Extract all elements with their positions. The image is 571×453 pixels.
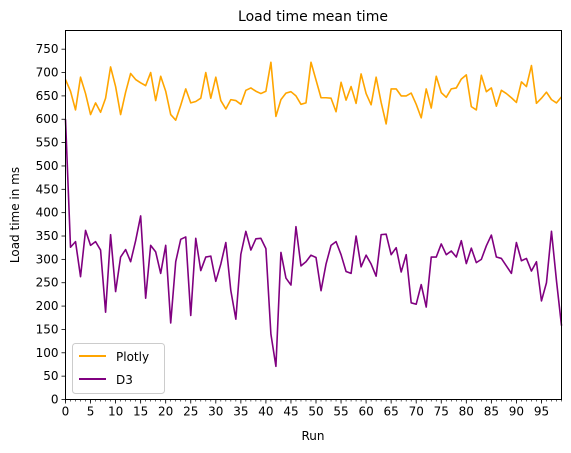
x-tick-label: 85 [484, 405, 499, 419]
x-tick-label: 45 [283, 405, 298, 419]
x-tick-label: 0 [62, 405, 70, 419]
y-tick-label: 250 [36, 276, 59, 290]
y-tick-label: 100 [36, 346, 59, 360]
y-tick-label: 550 [36, 136, 59, 150]
plot-lines [64, 61, 563, 368]
x-tick-label: 20 [158, 405, 173, 419]
y-tick-label: 500 [36, 159, 59, 173]
x-tick-label: 30 [208, 405, 223, 419]
x-tick-label: 55 [333, 405, 348, 419]
y-axis: 0 50 100 150 200 250 300 350 400 450 500 550 600 650 7… [36, 42, 66, 407]
x-tick-label: 75 [434, 405, 449, 419]
y-tick-label: 200 [36, 299, 59, 313]
y-tick-label: 0 [51, 393, 59, 407]
x-tick-label: 65 [384, 405, 399, 419]
plot-frame [65, 30, 562, 400]
legend-label-plotly: Plotly [116, 350, 149, 364]
x-tick-label: 5 [87, 405, 95, 419]
legend: Plotly D3 [72, 343, 165, 394]
chart-title: Load time mean time [238, 9, 388, 25]
x-tick-label: 10 [108, 405, 123, 419]
y-tick-label: 650 [36, 89, 59, 103]
y-tick-label: 400 [36, 206, 59, 220]
x-axis: 0 5 10 15 20 25 30 35 40 45 50 55 60 65 70 75 80 85 90 95 [62, 399, 562, 419]
y-tick-label: 600 [36, 112, 59, 126]
series-line-plotly [64, 61, 563, 125]
series-line-d3 [64, 119, 563, 368]
y-tick-label: 350 [36, 229, 59, 243]
y-tick-label: 700 [36, 66, 59, 80]
x-tick-label: 15 [133, 405, 148, 419]
y-tick-label: 150 [36, 322, 59, 336]
y-tick-label: 300 [36, 252, 59, 266]
x-tick-label: 35 [233, 405, 248, 419]
x-tick-label: 95 [534, 405, 549, 419]
x-axis-label: Run [301, 429, 324, 443]
x-tick-label: 50 [308, 405, 323, 419]
y-tick-label: 750 [36, 42, 59, 56]
y-axis-label: Load time in ms [8, 167, 22, 263]
x-tick-label: 90 [509, 405, 524, 419]
y-tick-label: 50 [43, 369, 58, 383]
x-tick-label: 80 [459, 405, 474, 419]
x-tick-label: 70 [409, 405, 424, 419]
y-tick-label: 450 [36, 182, 59, 196]
x-tick-label: 40 [258, 405, 273, 419]
legend-label-d3: D3 [116, 373, 133, 387]
x-tick-label: 25 [183, 405, 198, 419]
x-tick-label: 60 [358, 405, 373, 419]
